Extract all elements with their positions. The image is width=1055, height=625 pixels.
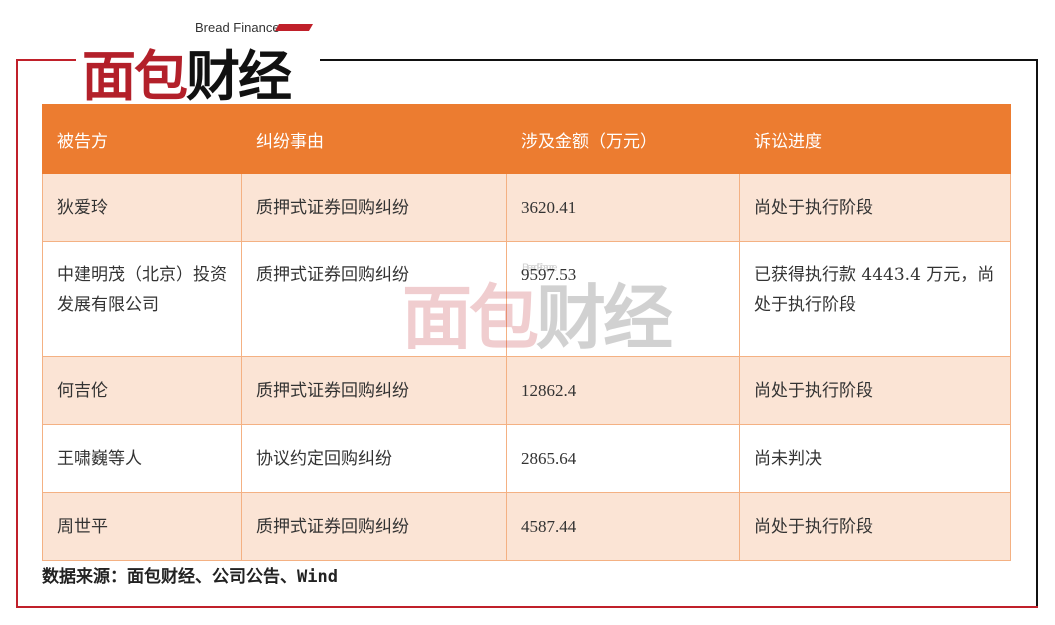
frame-line — [16, 59, 18, 608]
cell-progress: 尚处于执行阶段 — [739, 492, 1011, 561]
header-defendant: 被告方 — [42, 104, 242, 174]
source-note: 数据来源：面包财经、公司公告、Wind — [42, 567, 338, 587]
cell-amount: 9597.53 — [506, 241, 740, 357]
cell-progress: 尚处于执行阶段 — [739, 356, 1011, 425]
table-header-row: 被告方 纠纷事由 涉及金额（万元） 诉讼进度 — [42, 104, 1011, 174]
table-row: 何吉伦 质押式证券回购纠纷 12862.4 尚处于执行阶段 — [42, 356, 1011, 425]
frame-line — [1036, 59, 1038, 608]
cell-defendant: 狄爱玲 — [42, 173, 242, 242]
cell-dispute: 协议约定回购纠纷 — [241, 424, 507, 493]
table-row: 狄爱玲 质押式证券回购纠纷 3620.41 尚处于执行阶段 — [42, 173, 1011, 242]
cell-dispute: 质押式证券回购纠纷 — [241, 173, 507, 242]
cell-progress: 尚未判决 — [739, 424, 1011, 493]
frame-line — [16, 59, 76, 61]
cell-defendant: 何吉伦 — [42, 356, 242, 425]
cell-amount: 4587.44 — [506, 492, 740, 561]
logo-cn-red: 面包 — [82, 45, 188, 108]
cell-amount: 12862.4 — [506, 356, 740, 425]
logo-english: Bread Finance — [195, 20, 280, 35]
cell-dispute: 质押式证券回购纠纷 — [241, 241, 507, 357]
header-dispute: 纠纷事由 — [241, 104, 507, 174]
table-row: 王啸巍等人 协议约定回购纠纷 2865.64 尚未判决 — [42, 424, 1011, 493]
header-amount: 涉及金额（万元） — [506, 104, 740, 174]
header-progress: 诉讼进度 — [739, 104, 1011, 174]
litigation-table: 被告方 纠纷事由 涉及金额（万元） 诉讼进度 狄爱玲 质押式证券回购纠纷 362… — [42, 104, 1011, 561]
cell-amount: 2865.64 — [506, 424, 740, 493]
table-row: 周世平 质押式证券回购纠纷 4587.44 尚处于执行阶段 — [42, 492, 1011, 561]
cell-defendant: 周世平 — [42, 492, 242, 561]
logo-cn-black: 财经 — [186, 45, 292, 108]
cell-defendant: 王啸巍等人 — [42, 424, 242, 493]
brand-logo: Bread Finance 面包财经 — [82, 18, 322, 108]
frame-line — [16, 606, 1038, 608]
cell-dispute: 质押式证券回购纠纷 — [241, 356, 507, 425]
frame-line — [320, 59, 1038, 61]
cell-progress: 已获得执行款 4443.4 万元，尚处于执行阶段 — [739, 241, 1011, 357]
table-row: 中建明茂（北京）投资发展有限公司 质押式证券回购纠纷 9597.53 已获得执行… — [42, 241, 1011, 357]
logo-accent — [274, 24, 314, 31]
cell-defendant: 中建明茂（北京）投资发展有限公司 — [42, 241, 242, 357]
cell-amount: 3620.41 — [506, 173, 740, 242]
cell-progress: 尚处于执行阶段 — [739, 173, 1011, 242]
cell-dispute: 质押式证券回购纠纷 — [241, 492, 507, 561]
